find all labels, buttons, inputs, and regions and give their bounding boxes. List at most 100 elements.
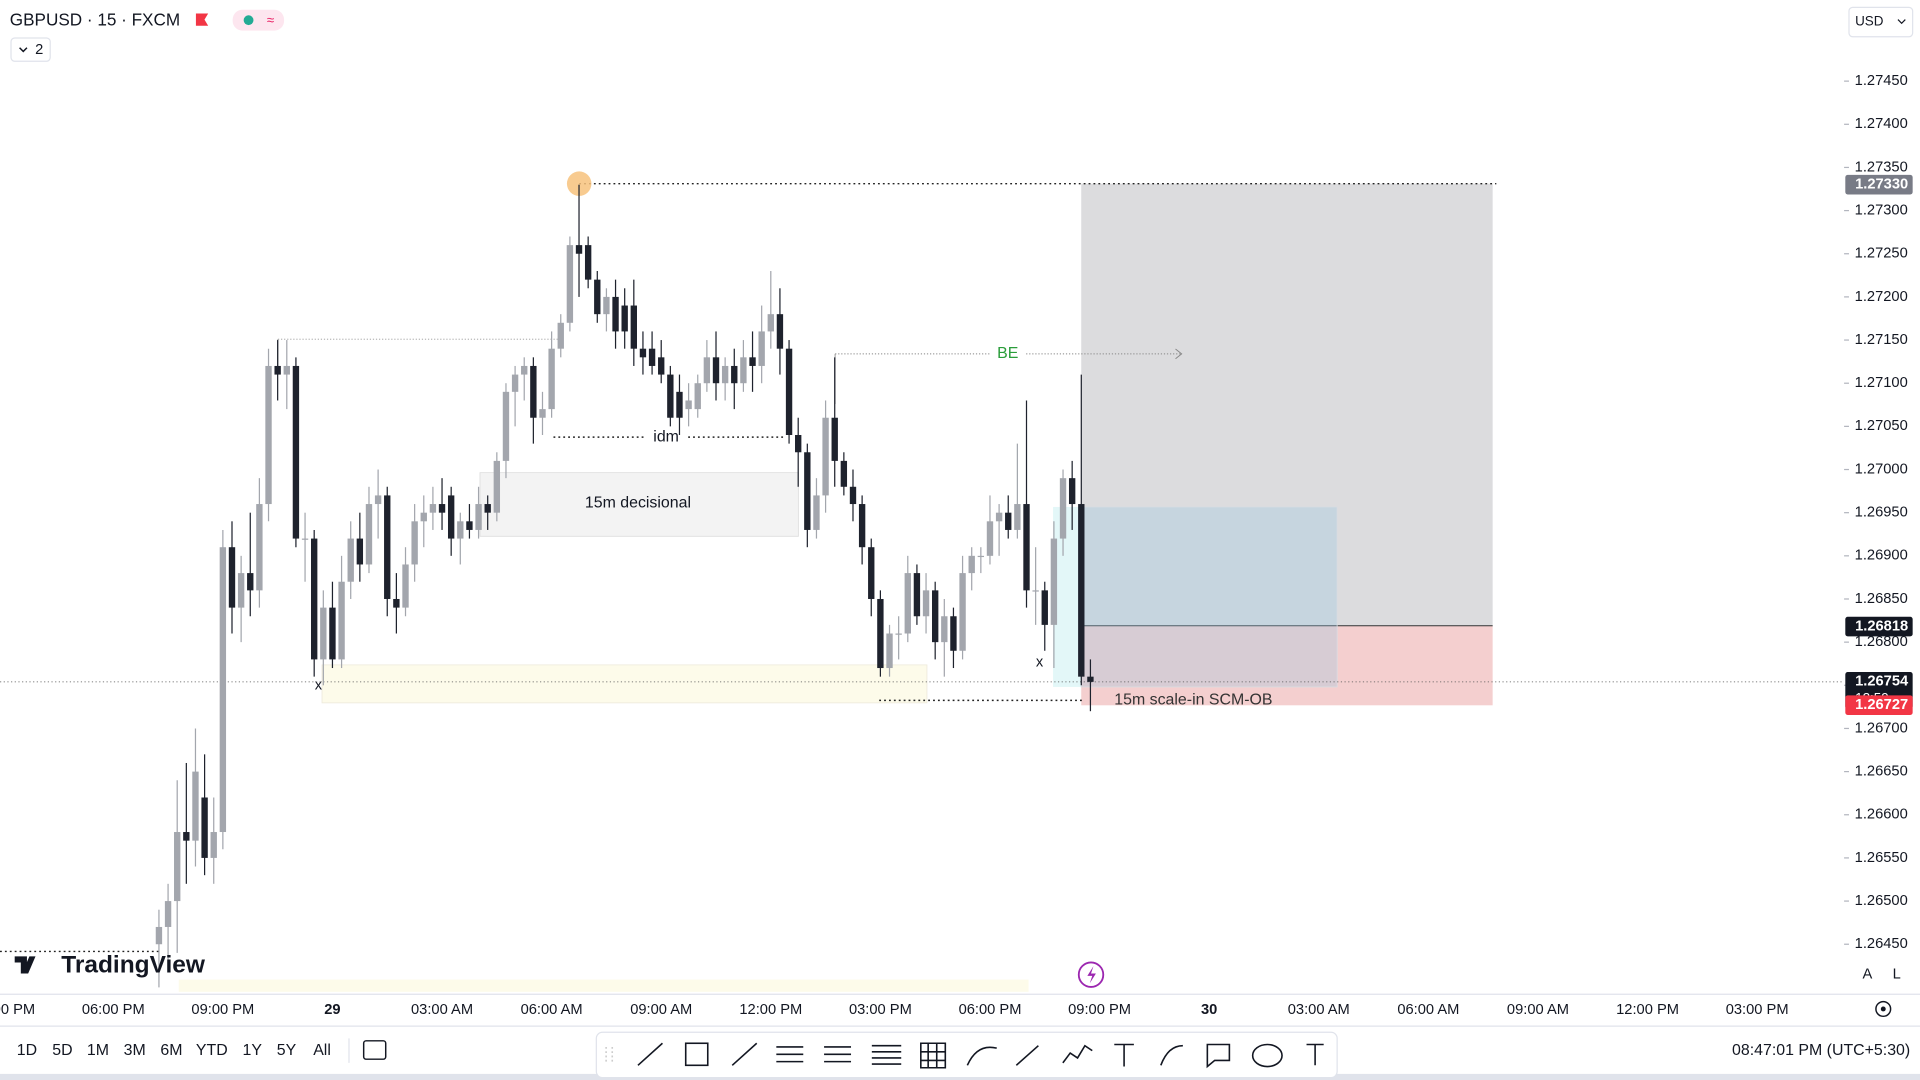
candle-body [466,521,473,530]
candle-body [164,901,172,927]
price-tick-label: 1.27200 [1855,289,1908,305]
price-tick-label: 1.27300 [1855,202,1908,218]
range-button[interactable]: 5D [52,1042,72,1059]
settings-icon[interactable] [1875,1000,1892,1018]
candle-body [840,460,848,487]
logo-text[interactable]: TradingView [61,952,206,979]
demand-zone-lower [178,979,1029,992]
candle-body [977,555,985,558]
time-tick-label: 12:00 PM [1616,1002,1679,1018]
candle-body [502,391,510,461]
candle-body [256,504,263,591]
price-tick-label: 1.26650 [1855,763,1908,779]
candle-body [402,564,409,608]
chevron [19,47,28,53]
fib-tool[interactable] [776,1046,804,1063]
goto-date[interactable] [362,1040,387,1060]
candle-body [484,504,491,513]
candle-body [831,417,838,461]
brush-tool[interactable] [966,1046,997,1066]
range-button[interactable]: 1Y [243,1042,263,1059]
candle-body [192,771,199,841]
range-button[interactable]: 5Y [277,1042,297,1059]
arrow-tool[interactable] [731,1042,758,1066]
candle-body [1005,512,1012,530]
range-button[interactable]: 1M [87,1042,109,1059]
be-arrow [1175,348,1183,360]
candle-body [986,521,994,556]
channel-tool[interactable] [871,1044,902,1065]
candle-body [155,926,163,945]
high-marker [566,171,592,196]
candle-body [174,832,181,902]
candle-body [1032,590,1039,592]
order-block-label: 15m scale-in SCM-OB [1114,692,1272,709]
time-tick-label: 03:00 AM [1288,1002,1350,1018]
status-pill[interactable] [232,9,285,31]
candle-body [566,245,574,323]
callout-tool[interactable] [1206,1043,1231,1069]
currency-button[interactable] [1848,6,1914,38]
rectangle-tool[interactable] [684,1042,709,1067]
candle-body [694,383,701,410]
price-tick-label: 1.26900 [1855,548,1908,564]
price-ticks: 1.27450 1.27400 1.27350 1.27300 1.27250 1.272… [1844,73,1908,952]
pattern-tool[interactable] [1062,1044,1093,1064]
range-buttons: 1D 5D 1M 3M 6M YTD 1Y 5Y All [17,1042,331,1059]
auto-scale: A [1862,967,1872,983]
price-tick-label: 1.27350 [1855,159,1908,175]
indicator-toggle[interactable] [10,37,51,62]
time-tick-label: 06:00 PM [82,1002,145,1018]
candle-body [1014,504,1021,530]
symbol-title[interactable]: GBPUSD · 15 · FXCM [10,9,180,29]
price-tag-label: 1.26754 [1855,674,1909,690]
highlighter-tool[interactable] [1015,1045,1039,1066]
candle-body [667,374,674,418]
candle-body [858,504,866,548]
range-button[interactable]: YTD [196,1042,228,1059]
candle-body [785,348,793,435]
anchored-text-tool[interactable] [1306,1043,1324,1066]
trend-line-tool[interactable] [637,1042,663,1066]
time-tick-label: 06:00 AM [521,1002,583,1018]
range-button[interactable]: 6M [160,1042,182,1059]
pitchfork-tool[interactable] [824,1046,852,1063]
candle-body [776,314,784,349]
candle-body [575,245,583,254]
candle-body [767,314,774,332]
candle-body [685,400,692,410]
text-tool[interactable] [1114,1043,1134,1067]
time-tick-label: 30 [1201,1002,1217,1018]
candle-body [603,296,610,315]
candle-body [420,512,427,522]
range-button[interactable]: 1D [17,1042,37,1059]
log-scale-button[interactable] [1884,961,1909,989]
candle-body [265,365,272,505]
range-button[interactable]: All [313,1042,331,1059]
grid-tool[interactable] [920,1042,947,1069]
candle-body [548,348,555,410]
price-tick-label: 1.27250 [1855,246,1908,262]
candles [0,184,1845,988]
candle-body [922,590,930,617]
candle-body [758,331,765,366]
price-tag [1845,616,1913,637]
candle-body [877,598,884,669]
path-tool[interactable] [1160,1044,1183,1066]
price-tag-label: 1.26818 [1855,618,1908,634]
candle-body [621,305,628,332]
shape-tool[interactable] [1251,1043,1283,1068]
candle-body [731,365,738,384]
candle-body [493,460,501,513]
candle-body [365,504,373,565]
drawing-toolbar [595,1031,1338,1079]
candle-body [292,365,300,539]
range-button[interactable]: 3M [124,1042,146,1059]
auto-scale-button[interactable] [1855,961,1880,989]
price-tick-label: 1.27450 [1855,73,1908,89]
candle-body [749,357,756,366]
price-tick-label: 1.26800 [1855,634,1908,650]
candle-body [338,581,345,660]
